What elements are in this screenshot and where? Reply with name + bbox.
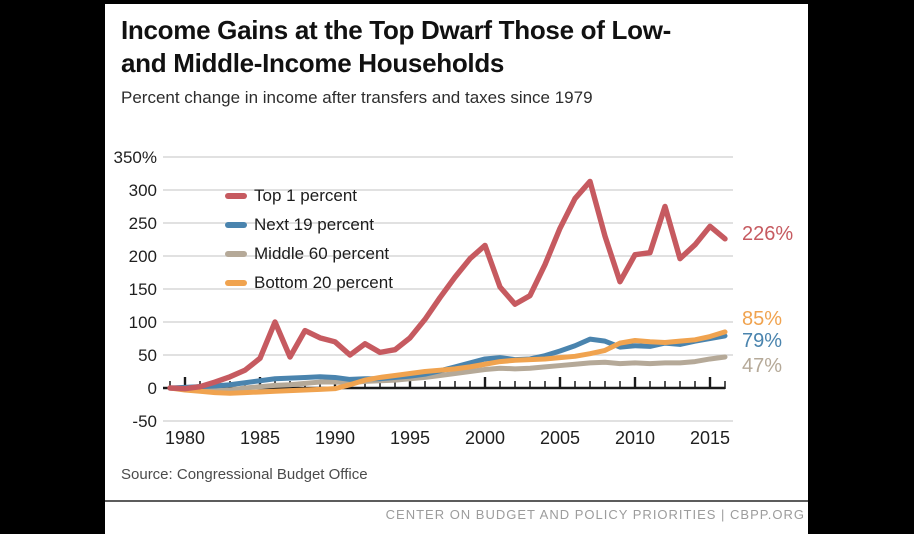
source-note: Source: Congressional Budget Office [121, 466, 368, 483]
x-axis-label: 2015 [690, 428, 730, 448]
y-axis-label: -50 [132, 412, 157, 431]
series-line-bottom-20-percent [167, 329, 728, 396]
y-axis-label: 350% [114, 148, 157, 167]
series-end-label: 226% [742, 223, 793, 245]
y-axis-label: 250 [129, 214, 157, 233]
chart-legend: Top 1 percent Next 19 percent Middle 60 pe… [225, 181, 393, 297]
series-line-middle-60-percent [167, 354, 728, 394]
y-axis-label: 50 [138, 346, 157, 365]
x-axis-label: 1995 [390, 428, 430, 448]
title-line-2: and Middle-Income Households [121, 48, 505, 78]
legend-label: Next 19 percent [254, 214, 375, 234]
legend-item: Next 19 percent [225, 210, 393, 239]
series-end-label: 47% [742, 355, 782, 377]
legend-swatch [225, 192, 247, 199]
footer-divider [105, 500, 808, 502]
series-end-label: 85% [742, 308, 782, 330]
series-end-label: 79% [742, 330, 782, 352]
legend-item: Middle 60 percent [225, 239, 393, 268]
y-axis-label: 100 [129, 313, 157, 332]
legend-swatch [225, 279, 247, 286]
chart-card: Income Gains at the Top Dwarf Those of L… [105, 4, 808, 534]
footer-branding: CENTER ON BUDGET AND POLICY PRIORITIES |… [385, 507, 805, 522]
page-title: Income Gains at the Top Dwarf Those of L… [121, 14, 797, 80]
legend-label: Middle 60 percent [254, 243, 390, 263]
y-axis-label: 0 [148, 379, 157, 398]
legend-item: Top 1 percent [225, 181, 393, 210]
x-axis-label: 1980 [165, 428, 205, 448]
x-axis-label: 1985 [240, 428, 280, 448]
x-axis-label: 2010 [615, 428, 655, 448]
title-line-1: Income Gains at the Top Dwarf Those of L… [121, 15, 671, 45]
y-axis-label: 300 [129, 181, 157, 200]
series-line-top-1-percent [167, 178, 728, 392]
y-axis-label: 150 [129, 280, 157, 299]
legend-swatch [225, 221, 247, 228]
income-gains-line-chart: 350% 300 250 200 150 100 50 0 -50 1980 1985 1990 199… [114, 148, 794, 448]
x-axis-label: 2005 [540, 428, 580, 448]
legend-label: Top 1 percent [254, 185, 358, 205]
x-axis-label: 2000 [465, 428, 505, 448]
x-axis-label: 1990 [315, 428, 355, 448]
legend-swatch [225, 250, 247, 257]
legend-item: Bottom 20 percent [225, 268, 393, 297]
y-axis-label: 200 [129, 247, 157, 266]
chart-subtitle: Percent change in income after transfers… [121, 88, 593, 107]
legend-label: Bottom 20 percent [254, 272, 393, 292]
